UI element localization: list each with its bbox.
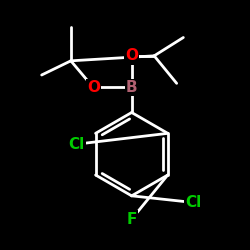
Text: O: O [87, 80, 100, 95]
Text: F: F [126, 212, 137, 227]
Text: O: O [125, 48, 138, 63]
Text: Cl: Cl [185, 195, 202, 210]
Text: B: B [126, 80, 138, 95]
Text: Cl: Cl [68, 137, 85, 152]
